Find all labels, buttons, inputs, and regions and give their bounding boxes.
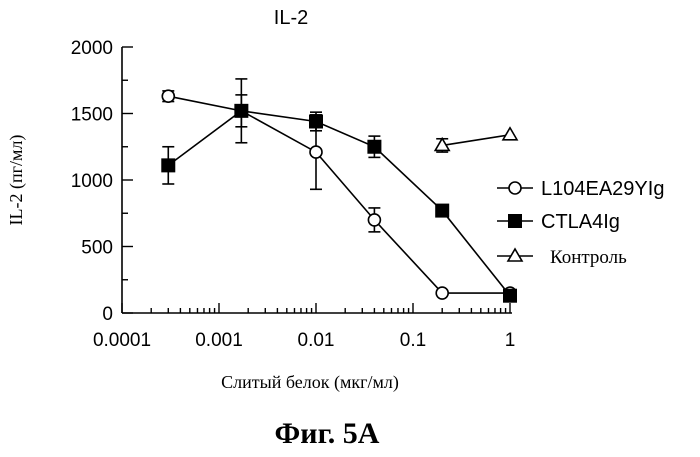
data-point — [162, 90, 174, 102]
y-tick-label: 1500 — [71, 105, 113, 126]
legend-label: L104EA29YIg — [541, 178, 664, 200]
legend-item: CTLA4Ig — [497, 211, 620, 233]
x-tick-label: 0.01 — [298, 330, 335, 351]
series-layer — [162, 79, 517, 302]
data-point — [368, 214, 380, 226]
x-tick-label: 1 — [505, 330, 516, 351]
data-point — [310, 146, 322, 158]
x-axis-label: Слитый белок (мкг/мл) — [221, 372, 399, 393]
series-1 — [162, 79, 517, 302]
data-point — [504, 289, 517, 302]
series-0 — [162, 90, 516, 299]
data-point — [310, 115, 323, 128]
x-tick-label: 0.1 — [400, 330, 426, 351]
y-tick-label: 1000 — [71, 171, 113, 192]
x-ticks: 0.0001 0.001 0.01 0.1 1 — [93, 303, 515, 351]
series-2 — [435, 128, 517, 152]
legend-label: Контроль — [550, 247, 627, 268]
legend-label: CTLA4Ig — [541, 211, 620, 233]
figure-caption: Фиг. 5A — [275, 417, 380, 450]
series-line — [168, 111, 510, 296]
data-point — [436, 204, 449, 217]
legend: L104EA29YIg CTLA4Ig Контроль — [497, 178, 664, 268]
legend-marker — [509, 215, 522, 228]
data-point — [436, 287, 448, 299]
data-point — [162, 159, 175, 172]
legend-item: Контроль — [497, 247, 627, 268]
y-tick-label: 2000 — [71, 38, 113, 59]
data-point — [235, 104, 248, 117]
figure-caption-text: Фиг. 5A — [275, 417, 380, 450]
chart-title: IL-2 — [274, 7, 308, 29]
x-tick-label: 0.0001 — [93, 330, 151, 351]
y-ticks: 0 500 1000 1500 2000 — [71, 38, 133, 325]
series-line — [442, 135, 510, 146]
data-point — [503, 128, 517, 140]
legend-marker — [509, 182, 521, 194]
series-line — [168, 96, 510, 293]
data-point — [368, 140, 381, 153]
x-tick-label: 0.001 — [195, 330, 243, 351]
y-tick-label: 0 — [102, 304, 113, 325]
y-axis-label: IL-2 (пг/мл) — [6, 135, 27, 226]
legend-item: L104EA29YIg — [497, 178, 664, 200]
y-tick-label: 500 — [81, 238, 113, 259]
legend-marker — [508, 249, 522, 261]
plot-area: 0.0001 0.001 0.01 0.1 1 0 500 1000 1500 2000 — [71, 38, 517, 351]
